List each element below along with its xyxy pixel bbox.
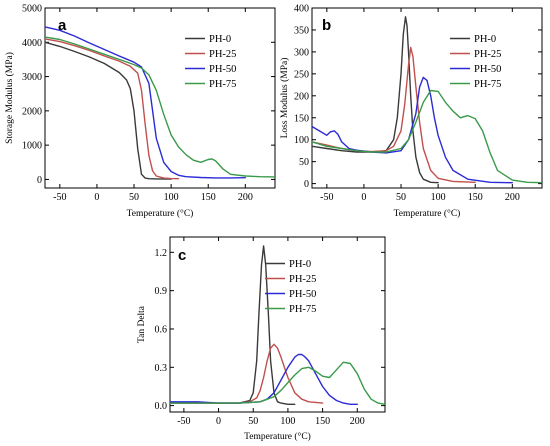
series-line-ph-50	[45, 26, 246, 179]
panel-letter: b	[322, 17, 331, 34]
x-tick-label: 0	[361, 192, 366, 203]
x-tick-label: 50	[248, 416, 258, 427]
legend: PH-0 PH-25 PH-50 PH-75	[185, 34, 236, 90]
y-tick-label: 0.3	[155, 363, 168, 374]
y-tick-label: 300	[294, 47, 309, 58]
legend-label: PH-75	[209, 79, 236, 90]
series-line-ph-0	[45, 41, 172, 180]
y-axis-title: Tan Delta	[137, 305, 147, 343]
panel-b: -50 0 50 100 150 200 0 50 100 150 200 250 300 350 400 T…	[279, 4, 543, 219]
x-tick-label: 200	[505, 192, 520, 203]
y-tick-label: 350	[294, 25, 309, 36]
plot-frame	[169, 236, 386, 413]
legend-label: PH-25	[474, 49, 501, 60]
y-tick-label: 0	[37, 175, 42, 186]
y-tick-label: 0.9	[155, 286, 168, 297]
panel-a: -50 0 50 100 150 200010002000300040005000Temp…	[4, 4, 276, 219]
legend-label: PH-25	[289, 274, 316, 285]
y-tick-label: 400	[294, 4, 309, 15]
series-line-ph-75	[45, 36, 275, 178]
panel-letter: a	[58, 17, 67, 34]
x-tick-label: 0	[216, 416, 221, 427]
y-tick-label: 0.6	[155, 324, 168, 335]
y-tick-label: 100	[294, 135, 309, 146]
x-axis-title: Temperature (°C)	[127, 208, 194, 219]
x-tick-label: 0	[94, 192, 99, 203]
plot-frame	[44, 7, 276, 189]
series-line-ph-25	[45, 38, 180, 180]
x-tick-label: 50	[396, 192, 406, 203]
x-tick-label: 100	[431, 192, 446, 203]
x-tick-label: 150	[315, 416, 330, 427]
y-tick-label: 50	[299, 157, 309, 168]
x-tick-label: 150	[468, 192, 483, 203]
legend: PH-0 PH-25 PH-50 PH-75	[265, 259, 316, 315]
x-axis-title: Temperature (°C)	[244, 431, 311, 442]
x-tick-label: -50	[177, 416, 190, 427]
y-tick-label: 0.0	[155, 401, 168, 412]
panel-letter: c	[178, 247, 186, 264]
x-tick-label: -50	[320, 192, 333, 203]
legend: PH-0 PH-25 PH-50 PH-75	[450, 34, 501, 90]
legend-label: PH-0	[289, 259, 311, 270]
x-tick-label: 100	[164, 192, 179, 203]
x-tick-label: 200	[350, 416, 365, 427]
y-axis-title: Storage Modulus (MPa)	[4, 52, 15, 144]
y-tick-label: 1000	[22, 141, 42, 152]
legend-label: PH-50	[209, 64, 236, 75]
y-axis-title: Loss Modulus (MPa)	[279, 58, 290, 139]
y-tick-label: 4000	[22, 38, 42, 49]
x-axis-title: Temperature (°C)	[394, 208, 461, 219]
x-tick-label: 150	[201, 192, 216, 203]
series-line-ph-75	[312, 89, 542, 184]
x-tick-label: 50	[129, 192, 139, 203]
y-tick-label: 150	[294, 113, 309, 124]
y-tick-label: 3000	[22, 72, 42, 83]
series-line-ph-25	[170, 343, 324, 404]
panel-c: -50 0 50 100 150 200 0.0 0.3 0.6 0.9 1.2 Temperatur…	[137, 236, 386, 442]
legend-label: PH-75	[474, 79, 501, 90]
legend-label: PH-50	[289, 289, 316, 300]
series-line-ph-0	[170, 245, 296, 405]
x-tick-label: 200	[238, 192, 253, 203]
legend-label: PH-50	[474, 64, 501, 75]
y-tick-label: 1.2	[155, 248, 168, 259]
y-tick-label: 250	[294, 69, 309, 80]
x-tick-label: 100	[280, 416, 295, 427]
y-tick-label: 200	[294, 91, 309, 102]
series-line-ph-75	[170, 361, 385, 405]
y-tick-label: 0	[304, 179, 309, 190]
legend-label: PH-0	[209, 34, 231, 45]
y-tick-label: 2000	[22, 106, 42, 117]
legend-label: PH-75	[289, 304, 316, 315]
series-line-ph-0	[312, 16, 439, 184]
legend-label: PH-0	[474, 34, 496, 45]
x-tick-label: -50	[53, 192, 66, 203]
y-tick-label: 5000	[22, 4, 42, 15]
legend-label: PH-25	[209, 49, 236, 60]
plot-frame	[311, 7, 543, 189]
